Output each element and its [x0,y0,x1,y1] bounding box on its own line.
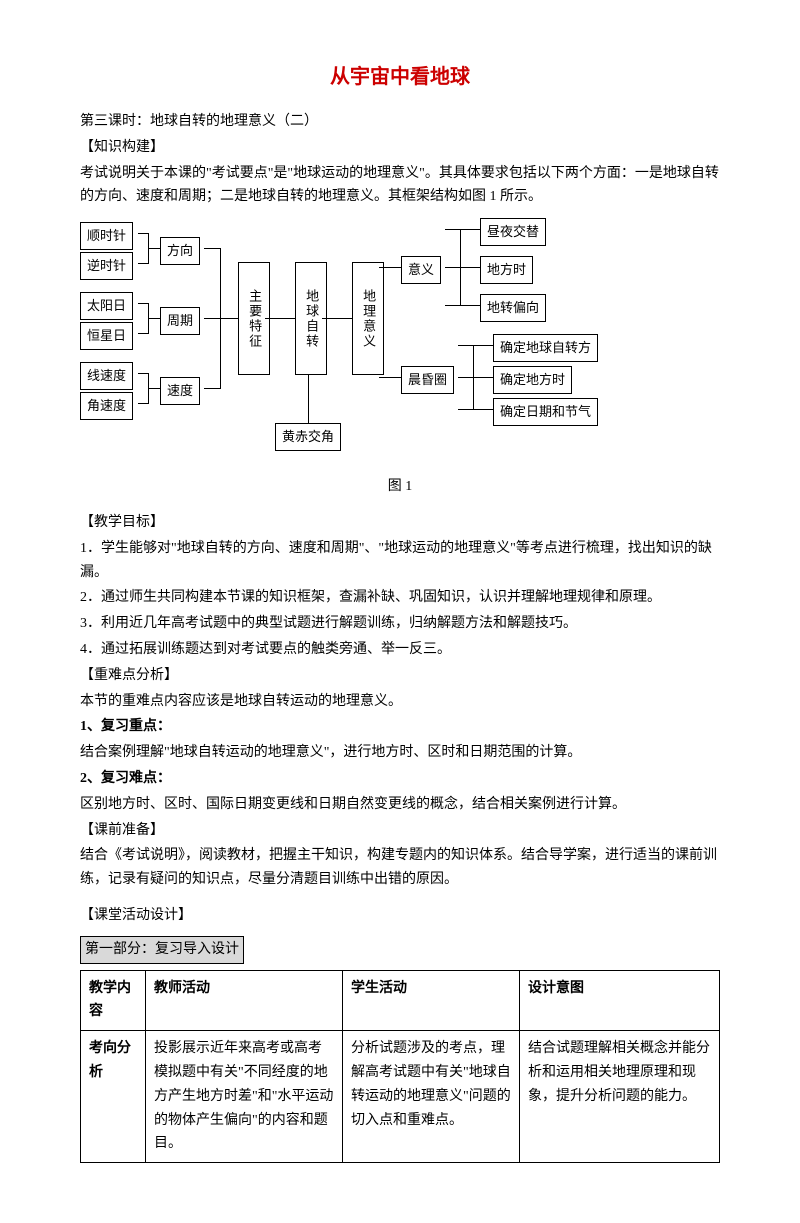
activity-table: 教学内容 教师活动 学生活动 设计意图 考向分析 投影展示近年来高考或高考模拟题… [80,970,720,1164]
node: 昼夜交替 [480,218,546,246]
figure-caption: 图 1 [80,475,720,499]
node: 确定地方时 [493,366,572,394]
node: 角速度 [80,392,133,420]
section-label: 第一部分：复习导入设计 [80,936,244,964]
prep-p: 结合《考试说明》，阅读教材，把握主干知识，构建专题内的知识体系。结合导学案，进行… [80,844,720,892]
heading-focus: 【重难点分析】 [80,664,720,688]
heading-activity: 【课堂活动设计】 [80,904,720,928]
table-cell: 投影展示近年来高考或高考模拟题中有关"不同经度的地方产生地方时差"和"水平运动的… [146,1031,343,1163]
table-header: 设计意图 [520,970,720,1031]
focus-intro: 本节的重难点内容应该是地球自转运动的地理意义。 [80,690,720,714]
table-row: 考向分析 投影展示近年来高考或高考模拟题中有关"不同经度的地方产生地方时差"和"… [81,1031,720,1163]
node: 地方时 [480,256,533,284]
heading-knowledge: 【知识构建】 [80,136,720,160]
node: 顺时针 [80,222,133,250]
node: 太阳日 [80,292,133,320]
heading-goals: 【教学目标】 [80,511,720,535]
concept-diagram: 顺时针 逆时针 太阳日 恒星日 线速度 角速度 方向 周期 速度 主要特征 地球… [80,217,720,467]
intro-paragraph: 考试说明关于本课的"考试要点"是"地球运动的地理意义"。其具体要求包括以下两个方… [80,162,720,210]
goal-item: 4．通过拓展训练题达到对考试要点的触类旁通、举一反三。 [80,638,720,662]
node: 方向 [160,237,200,265]
focus-sub2: 2、复习难点： [80,767,720,791]
node: 恒星日 [80,322,133,350]
focus-p1: 结合案例理解"地球自转运动的地理意义"，进行地方时、区时和日期范围的计算。 [80,741,720,765]
node: 晨昏圈 [401,366,454,394]
node: 确定日期和节气 [493,398,598,426]
node: 意义 [401,256,441,284]
goal-item: 1．学生能够对"地球自转的方向、速度和周期"、"地球运动的地理意义"等考点进行梳… [80,537,720,585]
goal-item: 3．利用近几年高考试题中的典型试题进行解题训练，归纳解题方法和解题技巧。 [80,612,720,636]
table-row: 教学内容 教师活动 学生活动 设计意图 [81,970,720,1031]
node: 确定地球自转方 [493,334,598,362]
node: 速度 [160,377,200,405]
table-header: 学生活动 [343,970,520,1031]
focus-p2: 区别地方时、区时、国际日期变更线和日期自然变更线的概念，结合相关案例进行计算。 [80,793,720,817]
node: 周期 [160,307,200,335]
focus-sub1: 1、复习重点： [80,715,720,739]
table-header: 教师活动 [146,970,343,1031]
node: 黄赤交角 [275,423,341,451]
node: 地理意义 [352,262,384,375]
table-header: 教学内容 [81,970,146,1031]
table-cell: 考向分析 [81,1031,146,1163]
heading-prep: 【课前准备】 [80,819,720,843]
goal-item: 2．通过师生共同构建本节课的知识框架，查漏补缺、巩固知识，认识并理解地理规律和原… [80,586,720,610]
lesson-line: 第三课时：地球自转的地理意义（二） [80,110,720,134]
node: 逆时针 [80,252,133,280]
page-title: 从宇宙中看地球 [80,60,720,94]
node: 地转偏向 [480,294,546,322]
table-cell: 结合试题理解相关概念并能分析和运用相关地理原理和现象，提升分析问题的能力。 [520,1031,720,1163]
node: 线速度 [80,362,133,390]
table-cell: 分析试题涉及的考点，理解高考试题中有关"地球自转运动的地理意义"问题的切入点和重… [343,1031,520,1163]
